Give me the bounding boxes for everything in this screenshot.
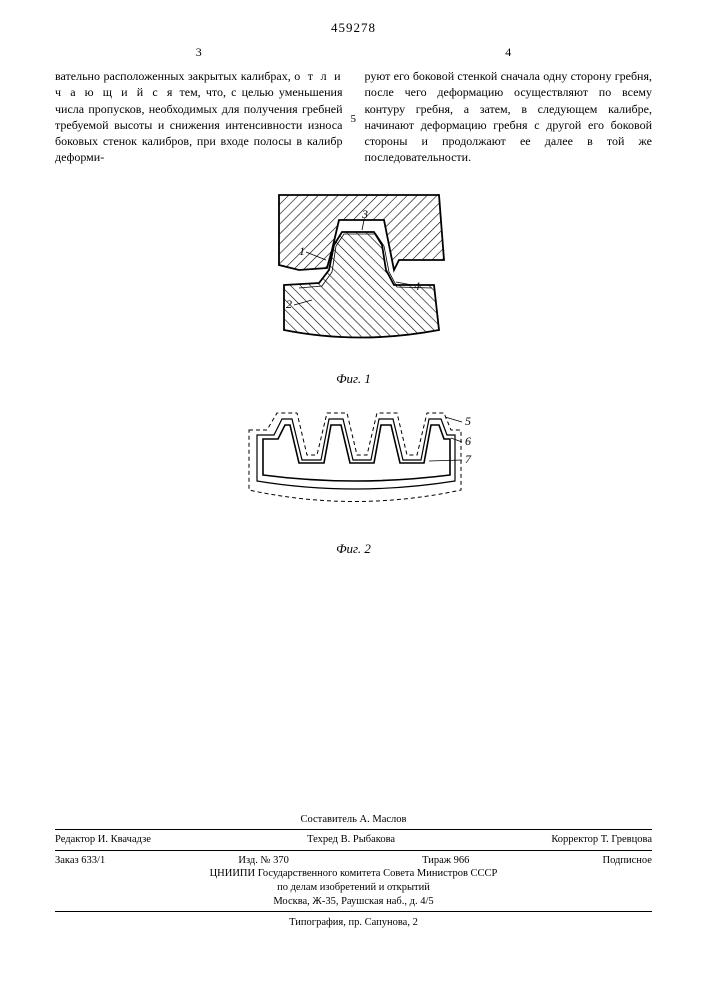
tirage: Тираж 966	[422, 854, 469, 868]
footer-rule-1	[55, 829, 652, 830]
fig1-label-4: 4	[414, 279, 420, 293]
figure-2: 5 6 7	[229, 405, 479, 535]
order: Заказ 633/1	[55, 854, 105, 868]
editor: Редактор И. Квачадзе	[55, 833, 151, 847]
page-num-left: 3	[55, 44, 343, 60]
izd: Изд. № 370	[238, 854, 289, 868]
org2: по делам изобретений и открытий	[55, 881, 652, 895]
right-column: 4 5 руют его боковой стенкой сначала одн…	[365, 44, 653, 165]
text-columns: 3 вательно расположенных закрытых калибр…	[55, 44, 652, 165]
fig2-caption: Фиг. 2	[55, 541, 652, 557]
footer-block: Составитель А. Маслов Редактор И. Квачад…	[55, 813, 652, 930]
footer-rule-3	[55, 911, 652, 912]
compiler: Составитель А. Маслов	[55, 813, 652, 827]
footer-rule-2	[55, 850, 652, 851]
address: Москва, Ж-35, Раушская наб., д. 4/5	[55, 895, 652, 909]
fig1-label-3: 3	[361, 207, 368, 221]
techred: Техред В. Рыбакова	[307, 833, 395, 847]
line-marker-5: 5	[351, 112, 357, 127]
fig1-label-1: 1	[299, 244, 305, 258]
corrector: Корректор Т. Гревцова	[551, 833, 652, 847]
fig2-label-6: 6	[465, 434, 471, 448]
fig1-label-2: 2	[286, 297, 292, 311]
left-text-1: вательно расположенных закрытых калибрах…	[55, 69, 294, 83]
signed: Подписное	[603, 854, 652, 868]
figure-1: 1 2 3 4	[244, 190, 464, 365]
fig2-label-5: 5	[465, 414, 471, 428]
org1: ЦНИИПИ Государственного комитета Совета …	[55, 867, 652, 881]
patent-number: 459278	[55, 20, 652, 36]
typography: Типография, пр. Сапунова, 2	[55, 916, 652, 930]
left-column: 3 вательно расположенных закрытых калибр…	[55, 44, 343, 165]
right-text: руют его боковой стенкой сначала одну ст…	[365, 69, 653, 164]
fig2-label-7: 7	[465, 452, 472, 466]
fig1-caption: Фиг. 1	[55, 371, 652, 387]
page-num-right: 4	[365, 44, 653, 60]
